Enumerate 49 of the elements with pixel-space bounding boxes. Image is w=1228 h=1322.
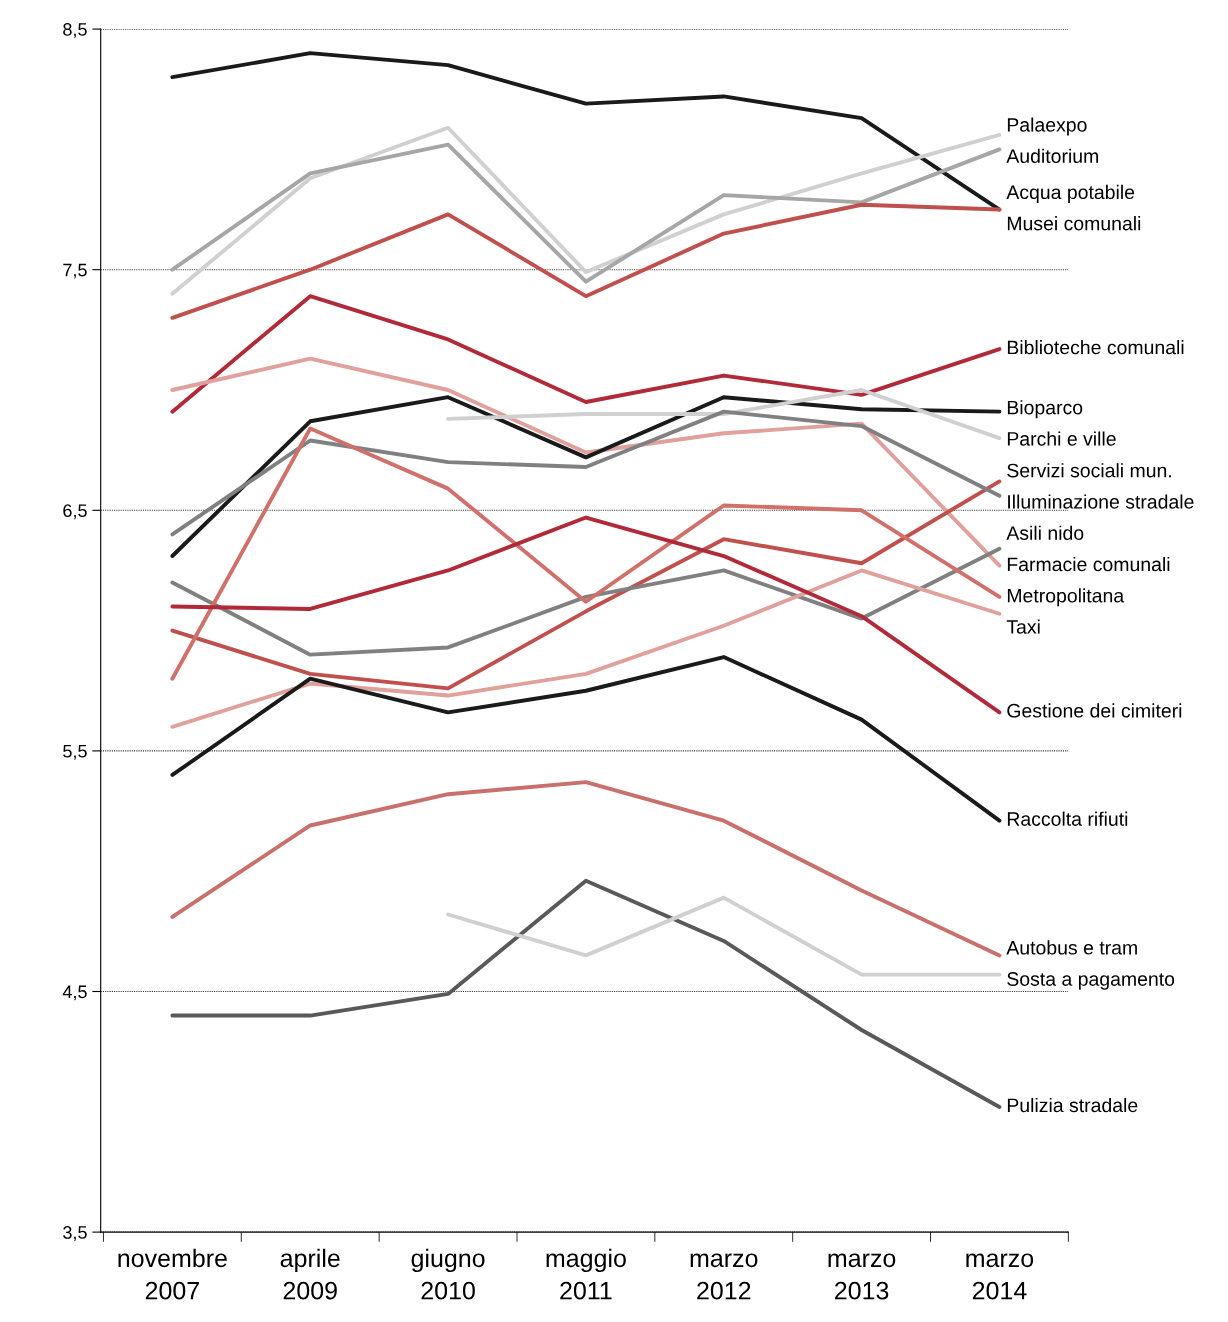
series-label: Autobus e tram: [1006, 940, 1137, 955]
series-label: Metropolitana: [1007, 588, 1125, 607]
x-tick-label: novembre 2007: [118, 1248, 227, 1300]
x-tick-label: marzo 2013: [828, 1253, 896, 1300]
y-tick-label: 7,5: [63, 263, 87, 279]
line-series: [170, 780, 1002, 958]
series-label: Servizi sociali mun.: [1007, 463, 1171, 478]
line-series: [170, 568, 1002, 729]
line-series: [170, 515, 1002, 715]
series-label: Auditorium: [1006, 148, 1098, 164]
line-series: [446, 895, 1002, 977]
x-tick-label: giugno 2010: [411, 1248, 485, 1300]
line-series: [170, 356, 1002, 568]
line-series: [170, 202, 1002, 320]
series-label: Parchi e ville: [1007, 431, 1116, 446]
series-label: Musei comunali: [1007, 216, 1141, 231]
line-series: [170, 878, 1002, 1109]
line-series: [170, 409, 1002, 537]
x-tick-label: marzo 2014: [966, 1253, 1034, 1300]
series-label: Palaexpo: [1007, 117, 1087, 136]
series-label: Pulizia stradale: [1007, 1097, 1138, 1113]
line-series: [170, 479, 1002, 691]
line-series: [170, 395, 1002, 558]
x-tick-label: maggio 2011: [546, 1248, 626, 1300]
series-label: Farmacie comunali: [1007, 556, 1170, 572]
series-label: Bioparco: [1007, 400, 1083, 419]
x-tick-label: marzo 2012: [690, 1253, 758, 1300]
y-tick-label: 4,5: [62, 985, 87, 1001]
line-series: [170, 125, 1002, 296]
series-label: Asili nido: [1006, 525, 1084, 540]
series-label: Biblioteche comunali: [1007, 340, 1184, 355]
x-tick-label: aprile 2009: [280, 1248, 340, 1300]
line-series: [446, 388, 1002, 441]
line-series: [170, 546, 1002, 657]
series-label: Gestione dei cimiteri: [1007, 703, 1182, 718]
series-label: Acqua potabile: [1006, 184, 1135, 203]
series-label: Taxi: [1006, 619, 1040, 634]
y-tick-label: 3,5: [63, 1226, 87, 1241]
line-series: [170, 294, 1002, 414]
line-series: [170, 655, 1002, 823]
series-label: Sosta a pagamento: [1007, 972, 1175, 990]
y-tick-label: 5,5: [63, 745, 87, 760]
line-series: [170, 51, 1002, 212]
series-label: Raccolta rifiuti: [1007, 811, 1128, 826]
line-series: [170, 142, 1002, 284]
series-label: Illuminazione stradale: [1008, 494, 1194, 509]
y-tick-label: 8,5: [63, 23, 87, 38]
y-tick-label: 6,5: [63, 504, 87, 520]
line-series: [170, 426, 1002, 681]
